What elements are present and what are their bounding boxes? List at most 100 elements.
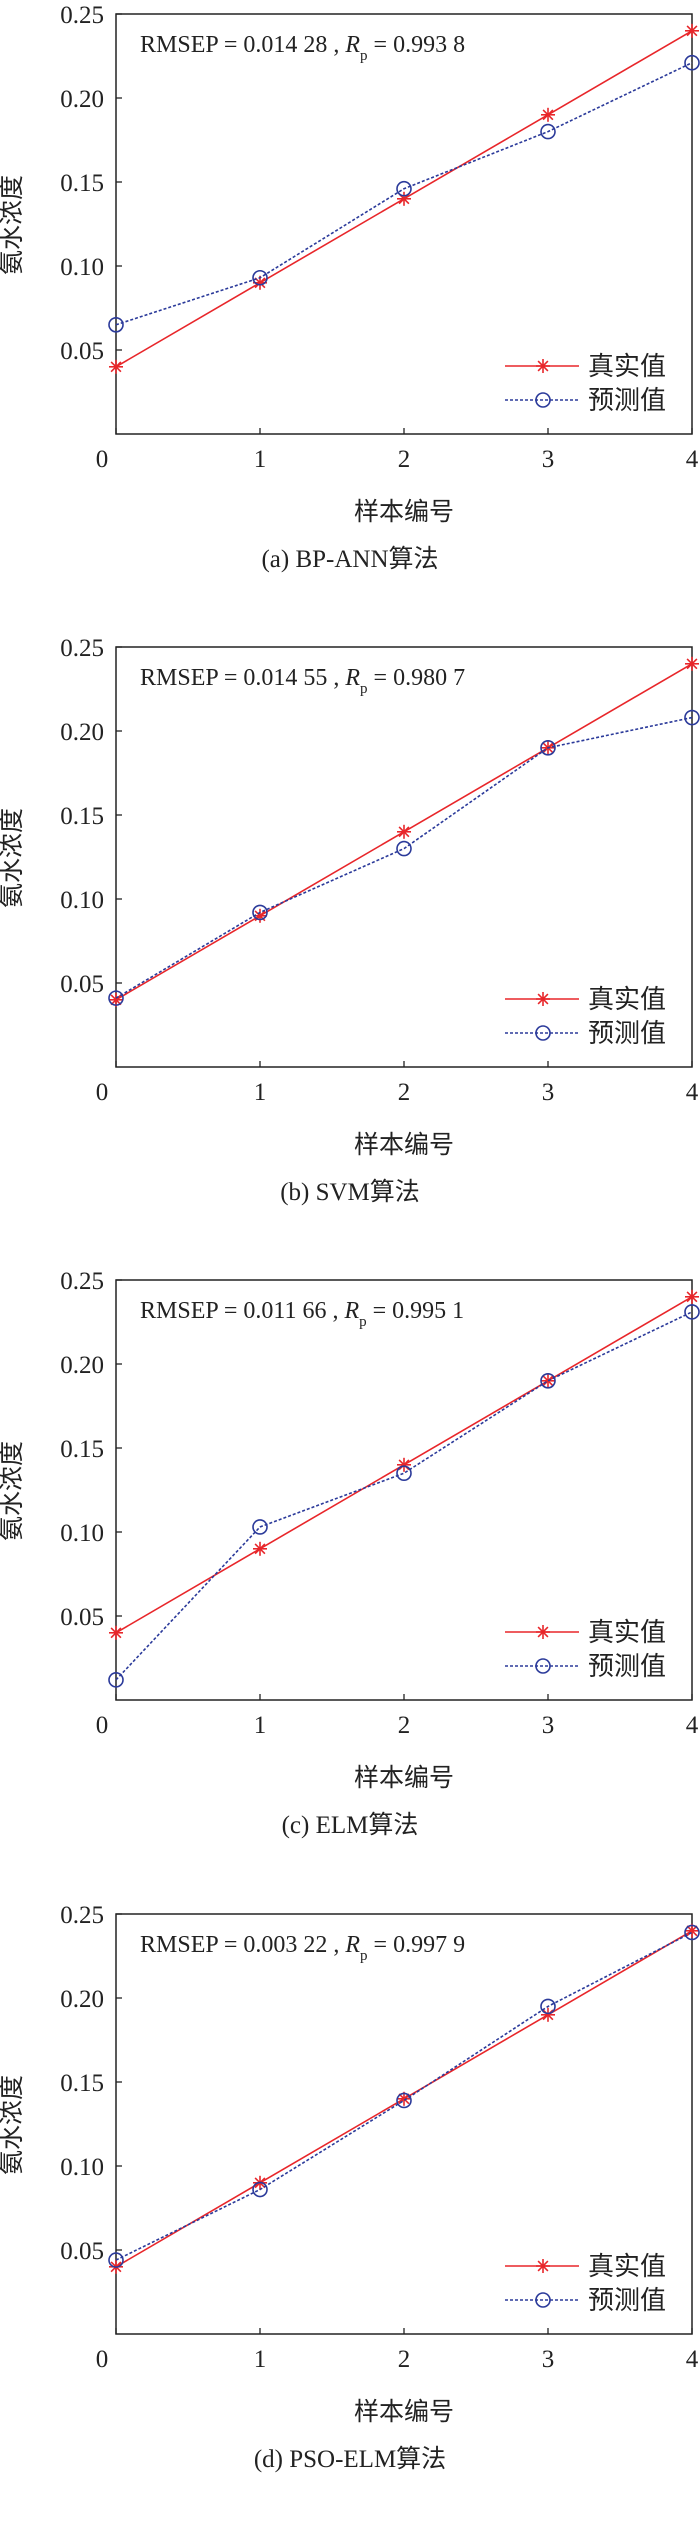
y-axis-label: 氨水浓度 xyxy=(0,175,26,276)
chart-panel-d: 0.05 0.10 0.15 0.20 0.25 0 1 2 3 4 RMSEP = 0.003 2… xyxy=(0,1900,700,2533)
plot-svg: 0.05 0.10 0.15 0.20 0.25 0 1 2 3 4 RMSEP = 0.014 2… xyxy=(60,2,700,473)
circle-marker xyxy=(540,1998,556,2015)
chart-caption: (b) SVM算法 xyxy=(280,1179,420,1206)
y-axis-label: 氨水浓度 xyxy=(0,2075,26,2176)
star-marker xyxy=(541,107,555,122)
series-predicted xyxy=(108,54,700,333)
star-marker xyxy=(685,23,699,38)
circle-marker xyxy=(108,990,124,1006)
rmsep-label: RMSEP = xyxy=(140,1932,243,1958)
series-actual xyxy=(109,656,699,1007)
plot-svg: 0.05 0.10 0.15 0.20 0.25 0 1 2 3 4 RMSEP = 0.011 6… xyxy=(60,1268,700,1739)
star-stroke xyxy=(110,1627,122,1639)
rp-value: = 0.993 8 xyxy=(368,32,466,58)
star-stroke xyxy=(537,2260,549,2272)
star-stroke xyxy=(686,658,698,670)
series-line xyxy=(115,1311,693,1681)
x-tick-label: 1 xyxy=(254,1079,267,1106)
y-tick-label: 0.25 xyxy=(60,635,104,662)
y-tick-label: 0.20 xyxy=(60,1986,104,2013)
star-marker xyxy=(685,656,699,671)
star-stroke xyxy=(110,361,122,373)
star-stroke xyxy=(398,826,410,838)
star-stroke xyxy=(537,360,549,372)
rmsep-value: 0.003 22 , xyxy=(243,1932,345,1958)
x-tick-label: 0 xyxy=(96,1079,109,1106)
circle-marker xyxy=(684,54,700,71)
y-tick-label: 0.10 xyxy=(60,887,104,914)
star-stroke xyxy=(542,1375,554,1387)
chart-panel-a: 0.05 0.10 0.15 0.20 0.25 0 1 2 3 4 RMSEP = 0.014 2… xyxy=(0,0,700,633)
chart-caption: (c) ELM算法 xyxy=(281,1812,419,1839)
star-stroke xyxy=(254,1543,266,1555)
x-tick-label: 2 xyxy=(398,446,411,473)
star-stroke xyxy=(686,25,698,37)
circle-marker xyxy=(540,1373,556,1389)
x-tick-label: 3 xyxy=(542,1712,555,1739)
plot-svg: 0.05 0.10 0.15 0.20 0.25 0 1 2 3 4 RMSEP = 0.003 2… xyxy=(60,1902,700,2373)
circle-marker xyxy=(684,1924,700,1941)
y-tick-label: 0.25 xyxy=(60,2,104,29)
rp-label: R xyxy=(344,32,360,58)
metrics-annotation: RMSEP = 0.014 55 , Rp = 0.980 7 xyxy=(140,665,465,697)
y-tick-label: 0.15 xyxy=(60,1436,104,1463)
star-marker xyxy=(109,1625,123,1640)
star-marker xyxy=(397,1457,411,1472)
chart-caption: (d) PSO-ELM算法 xyxy=(253,2446,447,2473)
star-marker xyxy=(536,1625,550,1639)
circle-marker xyxy=(540,740,556,756)
star-marker xyxy=(253,1541,267,1556)
legend-label: 预测值 xyxy=(588,386,666,415)
series-actual xyxy=(109,1923,699,2274)
x-tick-label: 0 xyxy=(96,2346,109,2373)
rp-subscript: p xyxy=(360,1948,368,1964)
x-axis-label: 样本编号 xyxy=(353,499,454,526)
series-predicted xyxy=(108,1924,700,2268)
circle-marker xyxy=(684,1304,700,1320)
circle-marker xyxy=(540,123,556,140)
legend-label: 真实值 xyxy=(588,352,666,381)
rp-label: R xyxy=(344,665,360,691)
x-axis-label: 样本编号 xyxy=(353,1132,454,1159)
y-tick-label: 0.25 xyxy=(60,1268,104,1295)
circle-marker xyxy=(252,2181,268,2198)
star-stroke xyxy=(398,1459,410,1471)
legend-label: 预测值 xyxy=(588,2286,666,2315)
y-tick-label: 0.10 xyxy=(60,2154,104,2181)
x-tick-label: 0 xyxy=(96,1712,109,1739)
star-stroke xyxy=(110,994,122,1006)
x-tick-label: 0 xyxy=(96,446,109,473)
x-tick-label: 2 xyxy=(398,1079,411,1106)
y-tick-label: 0.25 xyxy=(60,1902,104,1929)
rp-value: = 0.980 7 xyxy=(368,665,466,691)
chart-caption: (a) BP-ANN算法 xyxy=(261,546,439,573)
star-marker xyxy=(536,992,550,1006)
rp-label: R xyxy=(344,1932,360,1958)
y-tick-label: 0.20 xyxy=(60,719,104,746)
x-tick-label: 3 xyxy=(542,1079,555,1106)
y-tick-label: 0.20 xyxy=(60,86,104,113)
rp-label: R xyxy=(343,1298,359,1324)
legend-label: 真实值 xyxy=(588,1618,666,1647)
star-stroke xyxy=(542,2009,554,2021)
rmsep-label: RMSEP = xyxy=(140,1298,243,1324)
y-tick-label: 0.10 xyxy=(60,1520,104,1547)
series-line xyxy=(115,716,693,999)
x-tick-label: 3 xyxy=(542,2346,555,2373)
y-tick-label: 0.05 xyxy=(60,1604,104,1631)
circle-marker xyxy=(535,1025,551,1041)
chart-panel-c: 0.05 0.10 0.15 0.20 0.25 0 1 2 3 4 RMSEP = 0.011 6… xyxy=(0,1266,700,1899)
metrics-annotation: RMSEP = 0.011 66 , Rp = 0.995 1 xyxy=(140,1298,464,1330)
series-predicted xyxy=(108,709,700,1006)
legend-label: 真实值 xyxy=(588,985,666,1014)
star-marker xyxy=(536,2259,550,2273)
rp-subscript: p xyxy=(359,1314,367,1330)
rp-subscript: p xyxy=(360,48,368,64)
circle-marker xyxy=(108,1672,124,1688)
series-line xyxy=(115,61,693,326)
legend-item: 真实值 xyxy=(505,2252,666,2281)
legend-label: 预测值 xyxy=(588,1019,666,1048)
rmsep-value: 0.014 28 , xyxy=(243,32,345,58)
legend-item: 真实值 xyxy=(505,1618,666,1647)
y-tick-label: 0.05 xyxy=(60,2238,104,2265)
